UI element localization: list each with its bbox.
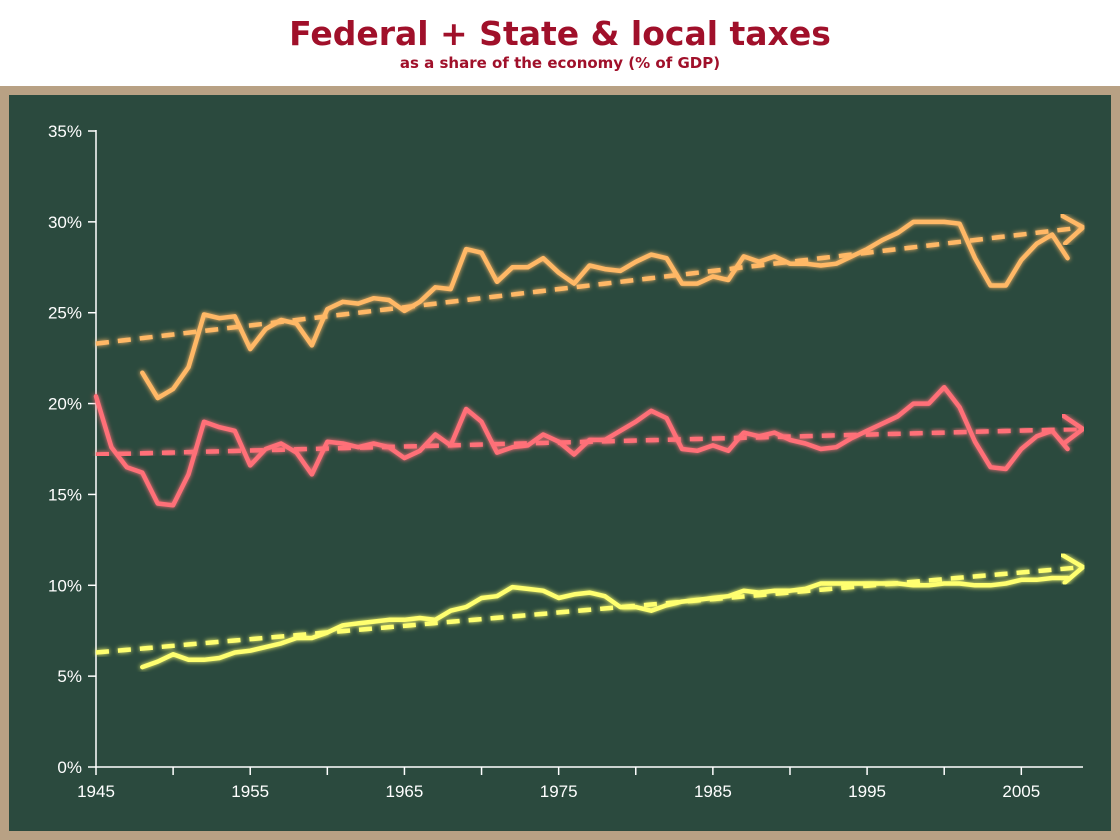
chart-title: Federal + State & local taxes <box>289 14 831 53</box>
trend-arrowhead-4 <box>1060 413 1086 446</box>
y-tick-label: 35% <box>48 122 82 141</box>
x-tick-label: 1985 <box>694 782 732 801</box>
chart-subtitle: as a share of the economy (% of GDP) <box>399 54 721 72</box>
x-tick-label: 1955 <box>231 782 269 801</box>
series-layer <box>93 213 1086 670</box>
trend-line-5 <box>95 564 1084 655</box>
x-tick-label: 1975 <box>540 782 578 801</box>
y-tick-label: 0% <box>57 758 82 777</box>
trend-line-4 <box>95 426 1084 457</box>
y-tick-label: 5% <box>57 667 82 686</box>
tick-labels: 0% 5% 10% 15% 20% 25% 30% 35% 1945 1955 1965 1975 19… <box>48 122 1040 801</box>
x-tick-label: 2005 <box>1002 782 1040 801</box>
y-tick-label: 30% <box>48 213 82 232</box>
x-tick-label: 1965 <box>386 782 424 801</box>
axes <box>88 130 1083 775</box>
x-tick-label: 1945 <box>77 782 115 801</box>
y-tick-label: 25% <box>48 304 82 323</box>
y-tick-label: 15% <box>48 485 82 504</box>
trend-line-3 <box>95 225 1084 346</box>
chalkboard-background <box>0 86 1120 840</box>
y-tick-label: 20% <box>48 395 82 414</box>
trend-arrowhead-3 <box>1059 213 1086 246</box>
series-line-2 <box>140 575 1070 670</box>
title-block: Federal + State & local taxes as a share… <box>0 0 1120 86</box>
series-line-0 <box>140 219 1070 401</box>
trend-arrowhead-5 <box>1060 552 1086 585</box>
y-tick-label: 10% <box>48 576 82 595</box>
x-tick-label: 1995 <box>848 782 886 801</box>
series-line-1 <box>93 384 1070 508</box>
line-chart: 0% 5% 10% 15% 20% 25% 30% 35% 1945 1955 1965 1975 19… <box>48 122 1086 801</box>
